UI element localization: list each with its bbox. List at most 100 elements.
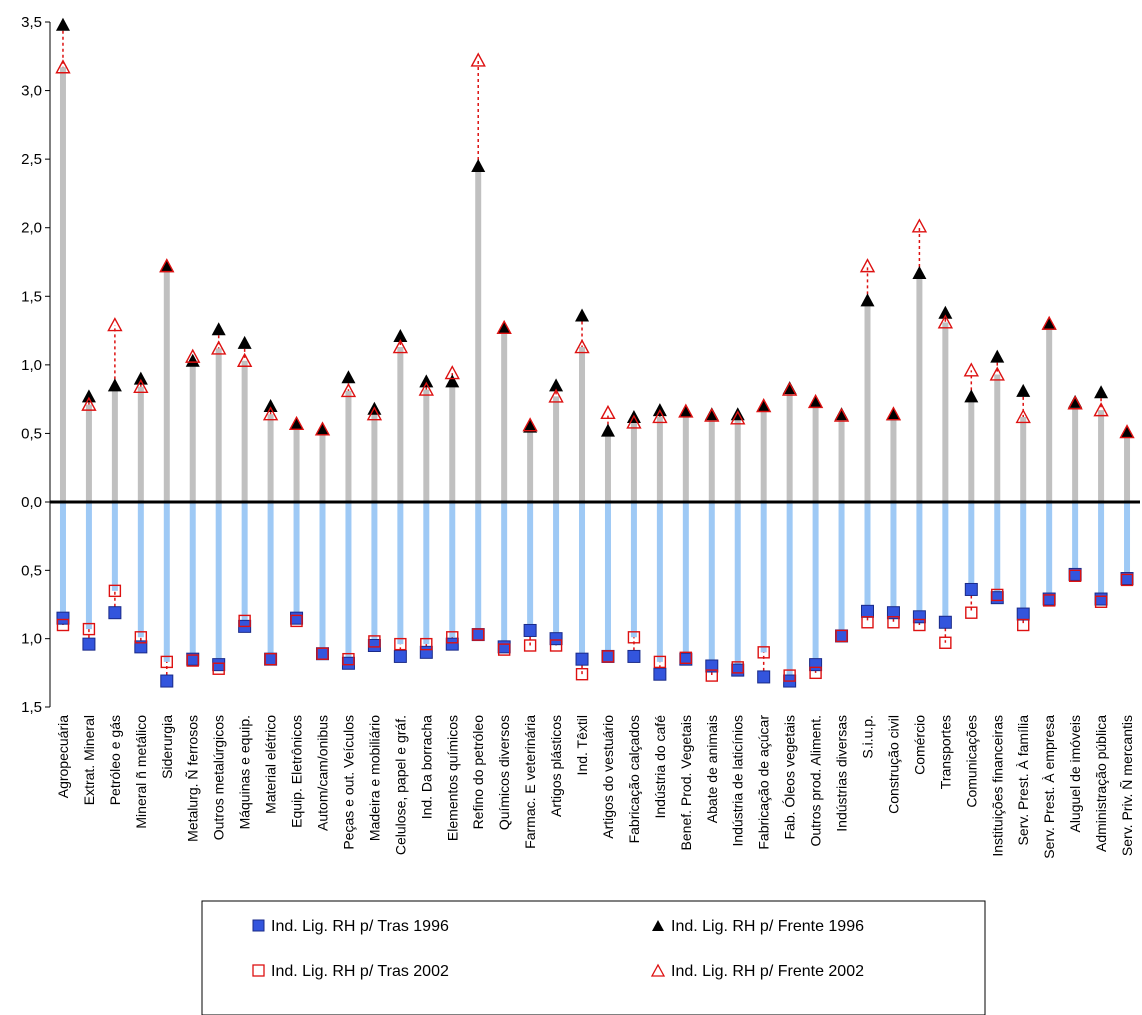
point-frente-2002 (418, 381, 434, 396)
category-label: Construção civil (885, 715, 901, 814)
point-frente-1996 (315, 422, 330, 436)
y-tick-label: 1,5 (21, 288, 42, 305)
category-label: Refino do petróleo (470, 715, 486, 830)
legend-label: Ind. Lig. RH p/ Frente 1996 (671, 918, 864, 935)
category-label: Elementos químicos (444, 715, 460, 841)
point-tras-1996 (1094, 592, 1108, 606)
point-tras-2002 (238, 614, 251, 628)
point-tras-1996 (108, 606, 122, 620)
point-tras-1996 (471, 628, 485, 642)
point-frente-2002 (211, 340, 227, 355)
point-tras-1996 (705, 659, 719, 673)
category-label: Equip. Eletrônicos (289, 715, 305, 828)
y-tick-label: 1,5 (21, 699, 42, 716)
point-frente-2002 (989, 366, 1005, 381)
category-label: Químicos diversos (496, 715, 512, 830)
category-label: Outros metalúrgicos (211, 715, 227, 840)
data-markers (55, 17, 1135, 688)
category-label: Serv. Prest. À família (1015, 715, 1031, 846)
point-tras-2002 (965, 606, 978, 619)
point-frente-1996 (393, 329, 408, 343)
point-frente-1996 (990, 349, 1005, 363)
category-label: Comunicações (963, 715, 979, 808)
point-tras-2002 (1094, 595, 1108, 608)
point-tras-1996 (653, 667, 667, 681)
category-label: Siderurgia (159, 715, 175, 779)
category-label: Madeira e mobiliário (366, 715, 382, 841)
legend-marker-triangle-open (650, 963, 666, 977)
point-tras-1996 (264, 652, 278, 666)
point-tras-2002 (887, 616, 900, 629)
point-frente-1996 (159, 259, 174, 273)
category-label: Indústria do café (652, 715, 668, 819)
legend-label: Ind. Lig. RH p/ Frente 2002 (671, 963, 864, 980)
point-frente-2002 (522, 417, 538, 432)
point-frente-2002 (314, 421, 331, 436)
category-label: Outros prod. Aliment. (808, 715, 824, 847)
y-axis: 3,5 3,0 2,5 2,0 1,5 1,0 0,5 0,0 0,5 1,0 1,5 (21, 14, 51, 716)
category-label: Transportes (937, 715, 953, 789)
category-label: Máquinas e equip. (237, 715, 253, 829)
point-frente-1996 (1042, 316, 1057, 330)
point-tras-2002 (368, 635, 381, 648)
point-tras-1996 (316, 647, 329, 661)
point-frente-2002 (288, 415, 305, 431)
category-label: Agropecuária (55, 715, 71, 798)
point-frente-2002 (159, 258, 175, 273)
point-tras-2002 (939, 636, 952, 649)
point-frente-2002 (548, 388, 564, 403)
point-tras-1996 (419, 645, 433, 659)
lollipop-stems (59, 67, 1131, 676)
point-frente-2002 (340, 382, 357, 398)
point-frente-1996 (549, 378, 564, 392)
point-tras-2002 (731, 661, 744, 674)
point-tras-1996 (912, 610, 926, 624)
point-tras-1996 (549, 632, 563, 646)
point-frente-2002 (236, 352, 253, 367)
point-tras-2002 (134, 631, 148, 644)
point-tras-2002 (497, 643, 511, 656)
point-tras-1996 (497, 640, 511, 654)
legend-label: Ind. Lig. RH p/ Tras 1996 (271, 918, 449, 935)
point-tras-2002 (809, 666, 822, 680)
point-tras-2002 (991, 588, 1004, 602)
point-frente-2002 (626, 414, 642, 429)
y-tick-label: 1,0 (21, 631, 42, 648)
point-tras-2002 (757, 646, 770, 659)
point-frente-2002 (859, 258, 876, 273)
point-tras-2002 (56, 618, 70, 632)
point-frente-1996 (600, 423, 615, 437)
point-tras-1996 (445, 637, 459, 651)
point-frente-1996 (107, 378, 122, 392)
point-frente-1996 (185, 353, 200, 367)
point-tras-1996 (990, 591, 1004, 605)
point-frente-1996 (341, 370, 356, 384)
legend-item-tras-1996: Ind. Lig. RH p/ Tras 1996 (252, 918, 449, 935)
category-label: Petróleo e gás (107, 715, 123, 805)
point-frente-2002 (807, 393, 824, 409)
point-tras-2002 (1017, 618, 1030, 632)
point-tras-2002 (1068, 569, 1082, 582)
point-tras-1996 (393, 649, 407, 663)
point-tras-2002 (575, 668, 589, 681)
point-tras-2002 (108, 584, 122, 598)
point-tras-1996 (938, 615, 952, 629)
point-frente-2002 (392, 339, 409, 354)
point-frente-2002 (1015, 409, 1031, 424)
point-tras-1996 (1016, 607, 1030, 621)
point-frente-1996 (1094, 385, 1109, 399)
point-frente-2002 (652, 409, 668, 424)
category-label: Autom/cam/onibus (315, 715, 331, 831)
point-frente-1996 (263, 399, 278, 412)
point-frente-2002 (444, 365, 460, 380)
point-tras-2002 (783, 669, 796, 682)
category-label: Instituições financeiras (989, 715, 1005, 857)
point-tras-1996 (290, 611, 304, 625)
point-tras-1996 (134, 640, 148, 654)
point-tras-2002 (160, 655, 173, 669)
point-frente-2002 (833, 407, 850, 422)
point-tras-1996 (367, 639, 381, 652)
category-label: Ind. Da borracha (418, 715, 434, 819)
category-label: Peças e out. Veículos (340, 715, 356, 850)
point-frente-2002 (937, 314, 954, 329)
